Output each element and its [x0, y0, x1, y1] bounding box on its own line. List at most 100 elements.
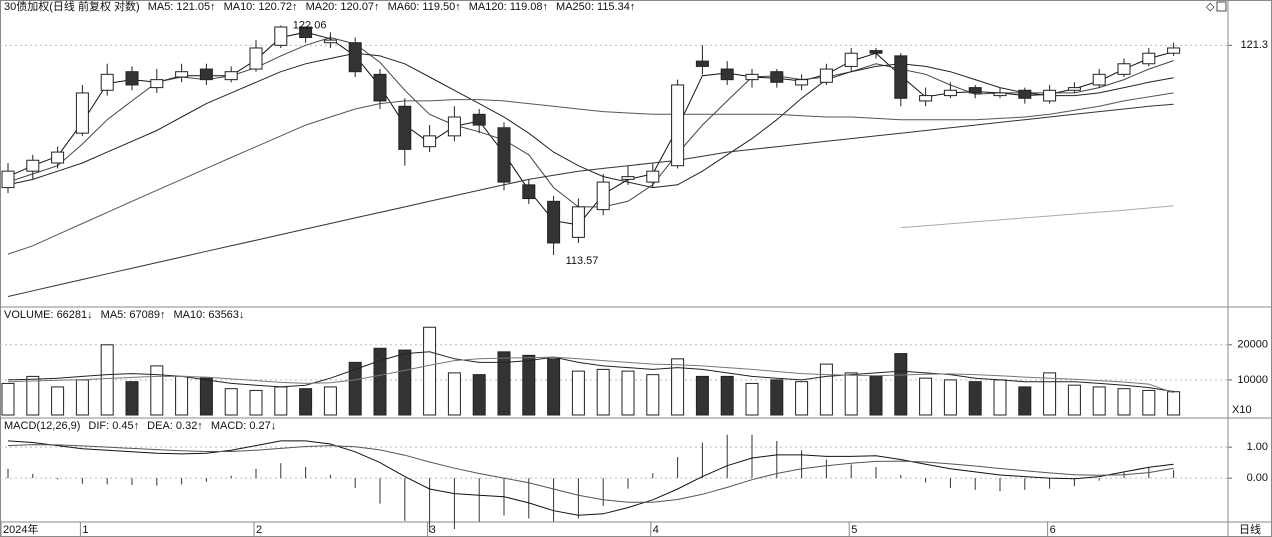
candle-body — [1092, 73, 1106, 86]
legend-entry: MA5: 121.05↑ — [148, 1, 216, 13]
period-label: 日线 — [1239, 522, 1261, 536]
ma-line — [7, 52, 1174, 189]
volume-bar — [1092, 386, 1106, 416]
volume-bar — [224, 388, 238, 416]
legend-entry: MA250: 115.34↑ — [556, 1, 635, 13]
candle-body — [1167, 47, 1181, 54]
legend-entry: MACD(12,26,9) — [4, 420, 80, 432]
volume-ma-line — [7, 351, 1174, 392]
candle-body — [1, 170, 15, 189]
volume-bar — [100, 344, 114, 416]
candle-body — [224, 71, 238, 81]
legend-entry: MA10: 63563↓ — [173, 309, 244, 321]
volume-bar — [671, 358, 685, 416]
volume-bar — [795, 381, 809, 416]
candle-body — [75, 92, 89, 134]
min-annotation: 113.57 — [566, 255, 599, 267]
volume-bar — [199, 377, 213, 416]
x-tick-label: 6 — [1050, 524, 1056, 536]
volume-bar — [943, 379, 957, 416]
volume-bar — [770, 379, 784, 416]
volume-bar — [1167, 391, 1181, 416]
legend-entry: DEA: 0.32↑ — [147, 420, 203, 432]
candle-body — [844, 52, 858, 67]
volume-bar — [175, 375, 189, 416]
candle-body — [373, 73, 387, 102]
x-tick-label: 5 — [851, 524, 857, 536]
diamond-icon[interactable]: ◇ — [1206, 1, 1215, 13]
volume-bar — [274, 386, 288, 416]
candle-body — [1018, 89, 1032, 99]
y-tick-label: 121.3 — [1240, 39, 1268, 51]
volume-bar — [26, 375, 40, 416]
candle-body — [323, 39, 337, 44]
volume-bar — [125, 381, 139, 416]
candle-body — [497, 127, 511, 183]
volume-bar — [348, 361, 362, 416]
volume-bar — [919, 377, 933, 416]
dea-line — [7, 444, 1174, 503]
x-tick-label: 4 — [653, 524, 659, 536]
volume-bar — [299, 388, 313, 416]
candle-body — [249, 47, 263, 70]
x-tick-label: 2024年 — [3, 522, 38, 536]
candle-body — [968, 87, 982, 94]
candle-body — [51, 151, 65, 164]
legend-entry: VOLUME: 66281↓ — [4, 309, 93, 321]
volume-bar — [1043, 372, 1057, 416]
volume-bar — [150, 365, 164, 416]
dif-line — [7, 440, 1174, 516]
legend-entry: MACD: 0.27↓ — [211, 420, 276, 432]
candle-body — [150, 79, 164, 89]
volume-bar — [547, 358, 561, 416]
ma-line — [7, 92, 1174, 255]
candle-body — [26, 159, 40, 172]
candle-body — [472, 113, 486, 126]
volume-bar — [720, 375, 734, 416]
volume-bar — [423, 326, 437, 416]
max-annotation: 122.06 — [293, 19, 327, 31]
volume-bar — [745, 382, 759, 416]
volume-bar — [621, 370, 635, 416]
volume-bar — [1142, 389, 1156, 416]
volume-bar — [993, 379, 1007, 416]
candle-body — [571, 206, 585, 238]
candle-body — [348, 42, 362, 73]
chart-title: 30债加权(日线 前复权 对数) — [4, 0, 140, 13]
window-icon[interactable] — [1216, 1, 1227, 12]
x-tick-label: 2 — [256, 524, 262, 536]
legend-entry: MA120: 119.08↑ — [469, 1, 548, 13]
candle-body — [943, 89, 957, 97]
ma-line — [900, 205, 1174, 229]
volume-bar — [497, 351, 511, 416]
candle-body — [1117, 63, 1131, 75]
candle-body — [671, 84, 685, 167]
y-tick-label: 0.00 — [1247, 472, 1268, 484]
volume-bar — [1, 382, 15, 416]
candle-body — [596, 181, 610, 211]
ma-line — [7, 103, 1174, 297]
volume-bar — [75, 379, 89, 416]
volume-bar — [695, 375, 709, 416]
x-tick-label: 1 — [82, 524, 88, 536]
volume-bar — [869, 375, 883, 416]
legend-entry: MA5: 67089↑ — [101, 309, 166, 321]
y-tick-label: 20000 — [1237, 339, 1268, 351]
volume-bar — [447, 372, 461, 416]
candle-body — [993, 92, 1007, 97]
x-tick-label: 3 — [430, 524, 436, 536]
legend-entry: DIF: 0.45↑ — [88, 420, 139, 432]
y-tick-label: 10000 — [1237, 374, 1268, 386]
candle-body — [125, 71, 139, 86]
candle-body — [175, 71, 189, 78]
legend-entry: MA60: 119.50↑ — [388, 1, 461, 13]
candle-body — [819, 68, 833, 83]
candle-body — [795, 79, 809, 86]
volume-bar — [1117, 388, 1131, 416]
legend-entry: MA20: 120.07↑ — [306, 1, 380, 13]
candle-body — [398, 105, 412, 150]
volume-bar — [249, 389, 263, 416]
volume-bar — [51, 386, 65, 416]
volume-bar — [398, 349, 412, 416]
